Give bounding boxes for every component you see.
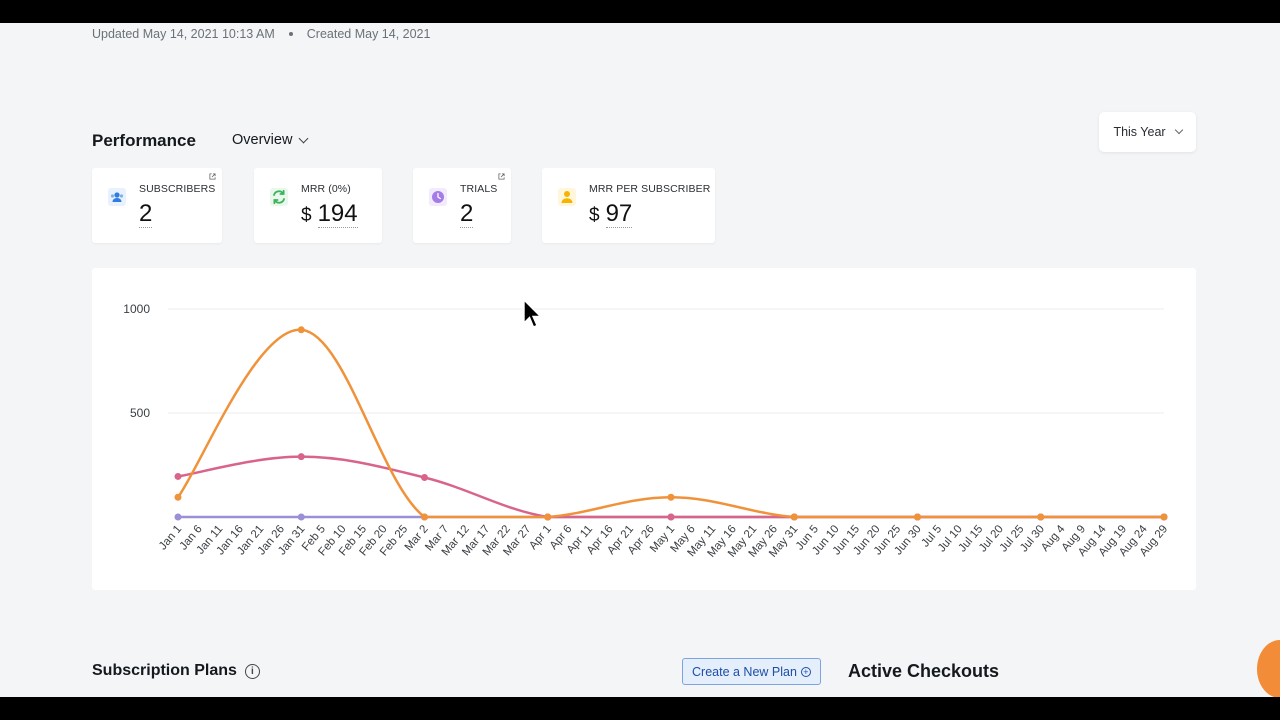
subscription-plans-heading: Subscription Plans i [92,662,260,680]
active-checkouts-title: Active Checkouts [848,661,1000,681]
mrr-value: $194 [301,200,358,228]
data-point[interactable] [667,493,675,501]
create-plan-button[interactable]: Create a New Plan + [682,658,821,685]
period-dropdown-label: This Year [1113,125,1166,139]
data-point[interactable] [174,513,182,521]
dashboard-frame: Updated May 14, 2021 10:13 AM Created Ma… [0,23,1280,697]
data-point[interactable] [914,513,921,521]
chevron-down-icon [298,133,309,143]
data-point[interactable] [544,513,552,521]
mrr-label: MRR (0%) [301,183,351,195]
trials-label: TRIALS [460,183,498,195]
data-point[interactable] [297,326,305,334]
trials-count: 2 [460,200,474,228]
y-tick-label: 500 [130,406,150,420]
mrr-per-subscriber-label: MRR PER SUBSCRIBER [589,183,711,195]
chevron-down-icon [1174,125,1183,135]
clock-icon [429,188,447,206]
trials-card[interactable]: TRIALS 2 [413,168,511,243]
mrr-per-subscriber-value: $97 [589,200,633,228]
subscribers-value: 2 [139,200,153,228]
external-link-icon[interactable] [209,173,216,180]
subscribers-label: SUBSCRIBERS [139,183,216,195]
view-dropdown-label: Overview [232,132,293,148]
performance-title: Performance [92,131,196,150]
trials-value: 2 [460,200,474,228]
bottom-section: Subscription Plans i Create a New Plan +… [0,655,1280,695]
recurring-arrows-icon [270,188,288,206]
data-point[interactable] [174,472,182,480]
data-point[interactable] [421,513,428,521]
updated-timestamp: Updated May 14, 2021 10:13 AM [92,27,275,41]
mrr-amount: 194 [317,200,358,228]
mrr-per-subscriber-card: MRR PER SUBSCRIBER $97 [542,168,715,243]
x-tick-label: Apr 1 [527,523,554,552]
data-point[interactable] [790,513,798,521]
external-link-icon[interactable] [498,173,505,180]
subscribers-card[interactable]: SUBSCRIBERS 2 [92,168,222,243]
data-point[interactable] [421,473,428,481]
create-plan-label: Create a New Plan [692,664,797,679]
separator-dot [288,32,293,36]
mrr-per-subscriber-amount: 97 [605,200,633,228]
users-icon [108,188,126,206]
performance-chart-card: 1000 500 Jan 1 Jan 6 Jan 11 Jan 16 Jan 21 Jan 2… [92,268,1196,590]
product-meta: Updated May 14, 2021 10:13 AM Created Ma… [92,27,430,41]
data-point[interactable] [297,453,305,461]
mrr-currency: $ [301,205,312,226]
mrr-card: MRR (0%) $194 [254,168,382,243]
data-point[interactable] [297,513,305,521]
series-line [177,455,1164,519]
info-icon[interactable]: i [244,663,260,679]
data-point[interactable] [1160,513,1168,521]
mrr-per-subscriber-currency: $ [589,205,600,226]
period-dropdown[interactable]: This Year [1099,112,1196,152]
data-point[interactable] [1037,513,1045,521]
created-timestamp: Created May 14, 2021 [306,27,431,41]
view-dropdown[interactable]: Overview [232,132,309,148]
person-icon [558,188,576,206]
data-point[interactable] [667,513,675,521]
series-line [176,328,1164,519]
mouse-cursor-icon [523,299,543,328]
subscription-plans-title: Subscription Plans [92,662,237,679]
y-tick-label: 1000 [123,302,150,316]
subscribers-count: 2 [139,200,153,228]
data-point[interactable] [174,493,182,501]
chat-launcher-icon[interactable] [1257,640,1280,697]
plus-circle-icon: + [800,666,811,677]
